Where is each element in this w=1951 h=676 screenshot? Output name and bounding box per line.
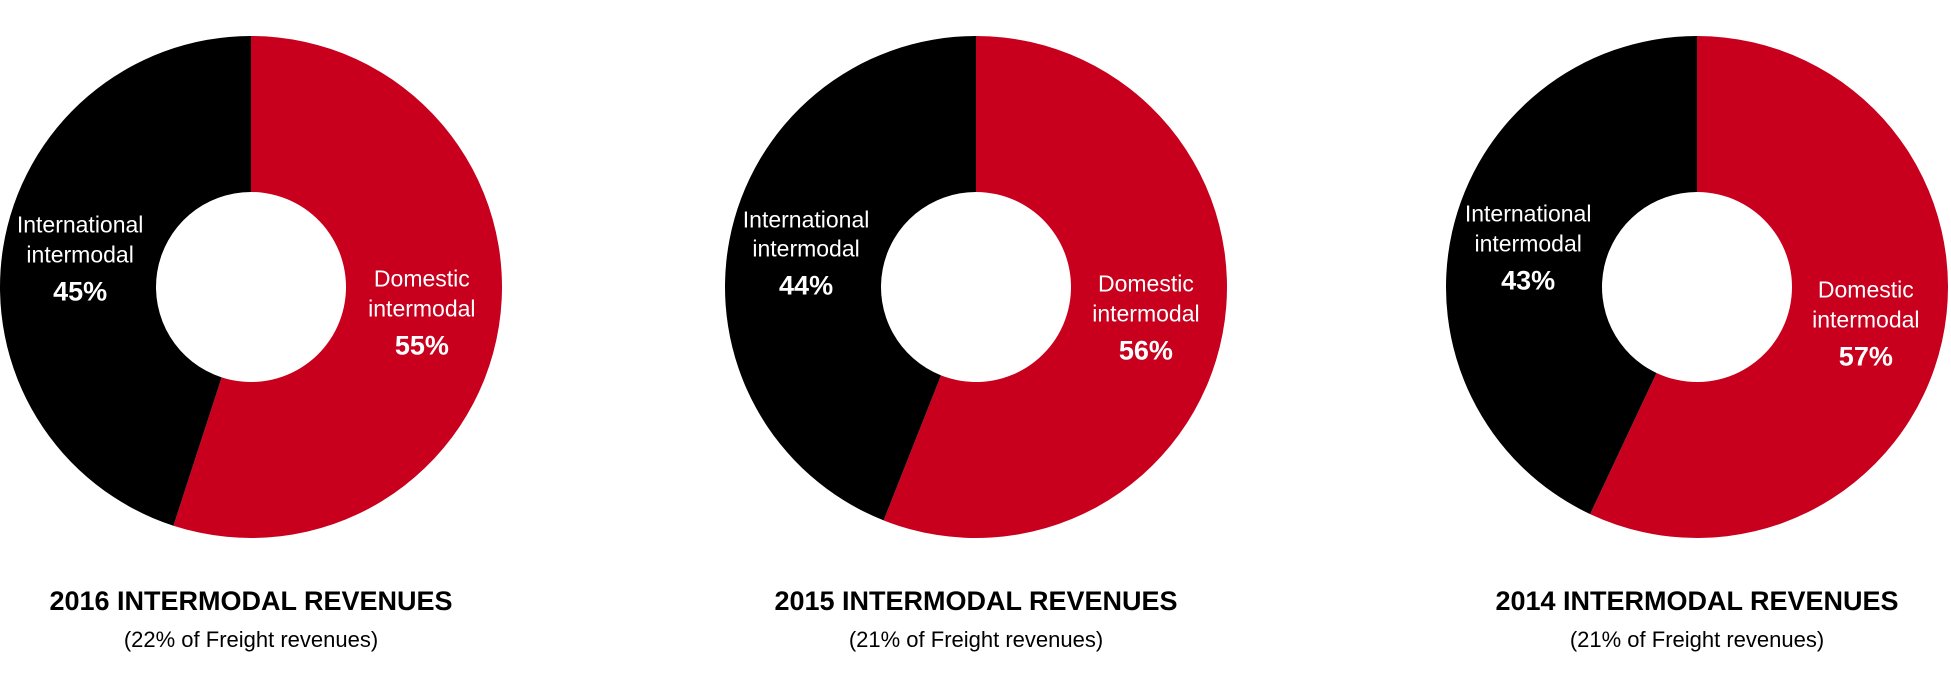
category-label: International intermodal — [1464, 200, 1592, 257]
donut-slice — [724, 35, 976, 521]
value-label: 55% — [394, 330, 449, 361]
slice-label: Domestic intermodal 56% — [1061, 270, 1231, 369]
chart-subtitle: (21% of Freight revenues) — [1569, 627, 1825, 652]
donut-slice — [1446, 36, 1697, 515]
chart-title: 2016 INTERMODAL REVENUES — [49, 586, 453, 616]
donut-slice — [173, 36, 502, 538]
category-label: International intermodal — [742, 206, 870, 263]
value-label: 43% — [1501, 265, 1556, 296]
chart-subtitle: (21% of Freight revenues) — [848, 627, 1104, 652]
category-label: Domestic intermodal — [1812, 276, 1920, 333]
value-label: 57% — [1838, 341, 1893, 372]
chart-title: 2014 INTERMODAL REVENUES — [1495, 586, 1899, 616]
chart-title: 2015 INTERMODAL REVENUES — [774, 586, 1178, 616]
value-label: 45% — [53, 276, 108, 307]
chart-subtitle: (22% of Freight revenues) — [123, 627, 379, 652]
value-label: 44% — [779, 270, 834, 301]
slice-label: Domestic intermodal 55% — [337, 265, 507, 364]
slice-label: International intermodal 43% — [1443, 200, 1613, 299]
slice-label: Domestic intermodal 57% — [1781, 275, 1951, 374]
donut-slice — [0, 36, 251, 526]
value-label: 56% — [1118, 335, 1173, 366]
donut-slice — [883, 36, 1227, 538]
donut-slice — [1590, 36, 1948, 538]
category-label: International intermodal — [16, 211, 144, 268]
slice-label: International intermodal 45% — [0, 210, 165, 309]
slice-label: International intermodal 44% — [721, 205, 891, 304]
category-label: Domestic intermodal — [368, 265, 476, 322]
category-label: Domestic intermodal — [1092, 270, 1200, 327]
